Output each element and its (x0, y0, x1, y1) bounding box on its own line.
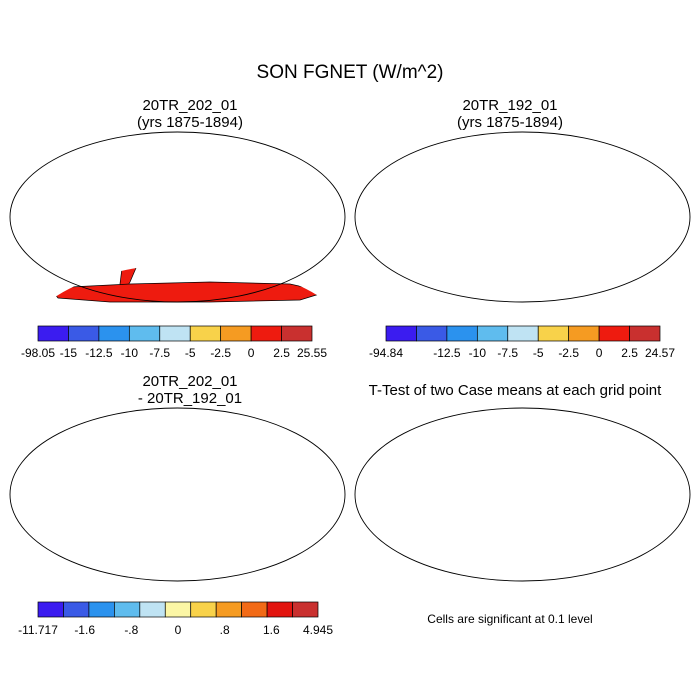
panel1-map (9, 131, 346, 303)
map-border (354, 407, 691, 582)
colorbar-tick-label: -12.5 (85, 346, 113, 360)
map-border (354, 131, 691, 303)
colorbar-box (416, 325, 448, 342)
colorbar-tick-label: 4.945 (303, 623, 333, 637)
map-ocean (10, 132, 345, 302)
colorbar-tick-label: -98.05 (21, 346, 55, 360)
colorbar-tick-label: -11.717 (18, 623, 58, 637)
panel4-title: T-Test of two Case means at each grid po… (368, 382, 662, 399)
colorbar-tick-label: 25.55 (297, 346, 327, 360)
map-ocean (10, 408, 345, 581)
panel2-map (354, 131, 691, 303)
panel1-title-line1: 20TR_202_01 (142, 97, 238, 114)
panel1-title-line2: (yrs 1875-1894) (137, 114, 243, 131)
colorbar-tick-label: 0 (596, 346, 603, 360)
colorbar-tick-label: 0 (248, 346, 255, 360)
colorbar-box (189, 325, 222, 342)
colorbar-tick-label: 2.5 (621, 346, 638, 360)
figure-title: SON FGNET (W/m^2) (256, 62, 444, 83)
panel2-title-line1: 20TR_192_01 (462, 97, 558, 114)
colorbar-box (139, 601, 166, 618)
colorbar-tick-label: -12.5 (433, 346, 461, 360)
colorbar-tick-label: -15 (60, 346, 78, 360)
colorbar-box (629, 325, 661, 342)
colorbar-tick-label: 0 (175, 623, 182, 637)
colorbar-tick-label: -5 (185, 346, 196, 360)
colorbar-tick-label: -7.5 (497, 346, 518, 360)
colorbar-tick-label: 1.6 (263, 623, 280, 637)
map-border (9, 131, 346, 303)
colorbar-tick-label: -10 (469, 346, 487, 360)
colorbar-box (598, 325, 630, 342)
panel2-title-line2: (yrs 1875-1894) (457, 114, 563, 131)
panel3-colorbar: -11.717 -1.6 -.8 0 .8 1.6 4.945 (18, 601, 333, 637)
colorbar-box (266, 601, 293, 618)
colorbar-box (63, 601, 90, 618)
colorbar-tick-label: -7.5 (149, 346, 170, 360)
colorbar-box (537, 325, 570, 342)
colorbar-tick-label: -1.6 (74, 623, 95, 637)
colorbar-tick-label: -2.5 (210, 346, 231, 360)
colorbar-box (281, 325, 313, 342)
panel3-title-line1: 20TR_202_01 (142, 373, 238, 390)
colorbar-box (476, 325, 509, 342)
colorbar-box (250, 325, 282, 342)
colorbar-box (164, 601, 192, 618)
colorbar-box (98, 325, 130, 342)
map-border (9, 407, 346, 582)
panel4-map (354, 407, 691, 582)
colorbar-box (159, 325, 191, 342)
map-ocean (355, 132, 690, 302)
colorbar-box (385, 325, 417, 342)
panel1-colorbar: -98.05 -15 -12.5 -10 -7.5 -5 -2.5 0 2.5 25.55 (21, 325, 327, 360)
panel2-colorbar: -94.84 -12.5 -10 -7.5 -5 -2.5 0 2.5 24.57 (369, 325, 675, 360)
significance-note: Cells are significant at 0.1 level (427, 612, 593, 626)
colorbar-tick-label: 24.57 (645, 346, 675, 360)
colorbar-box (507, 325, 539, 342)
colorbar-box (568, 325, 600, 342)
colorbar-box (220, 325, 252, 342)
colorbar-box (37, 601, 64, 618)
colorbar-box (241, 601, 268, 618)
colorbar-box (190, 601, 217, 618)
map-ocean (355, 408, 690, 581)
colorbar-box (446, 325, 478, 342)
panel3-map (9, 407, 346, 582)
colorbar-tick-label: -10 (121, 346, 139, 360)
panel3-title-line2: - 20TR_192_01 (137, 390, 243, 407)
colorbar-box (215, 601, 242, 618)
colorbar-box (292, 601, 319, 618)
colorbar-tick-label: 2.5 (273, 346, 290, 360)
colorbar-tick-label: -5 (533, 346, 544, 360)
colorbar-tick-label: -.8 (124, 623, 138, 637)
colorbar-tick-label: -2.5 (558, 346, 579, 360)
colorbar-box (68, 325, 100, 342)
colorbar-tick-label: .8 (220, 623, 230, 637)
colorbar-box (128, 325, 161, 342)
colorbar-box (88, 601, 115, 618)
colorbar-box (114, 601, 141, 618)
colorbar-tick-label: -94.84 (369, 346, 403, 360)
colorbar-box (37, 325, 69, 342)
